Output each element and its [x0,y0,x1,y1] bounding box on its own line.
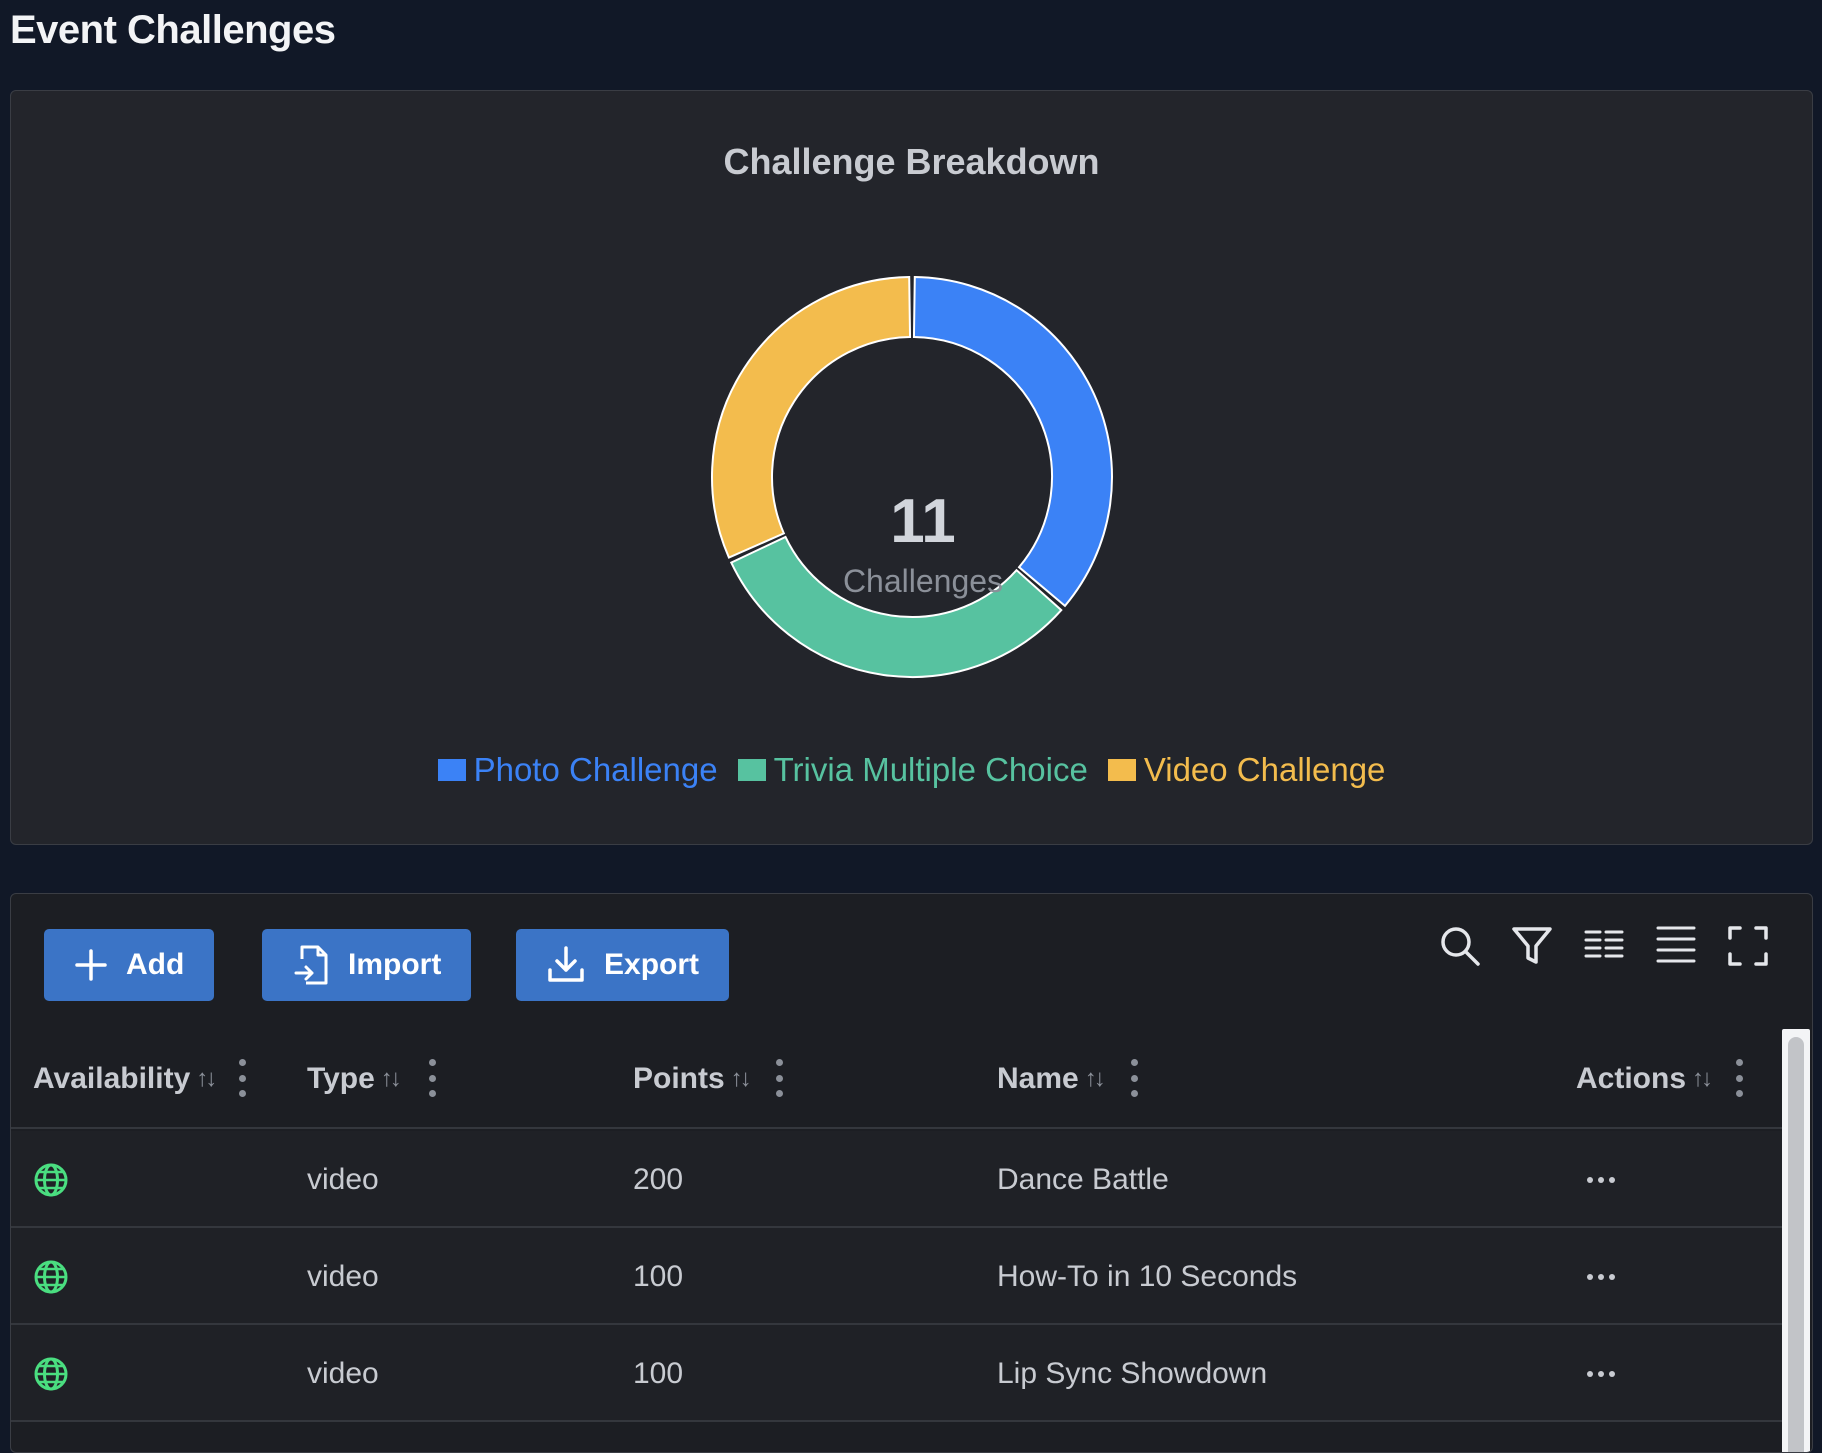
legend-swatch-video [1107,759,1136,781]
sort-icon[interactable]: ↑↓ [730,1065,752,1092]
legend-item-video[interactable]: Video Challenge [1107,751,1386,789]
donut-slice-video-challenge[interactable] [711,276,912,559]
table-row[interactable]: video 100 How-To in 10 Seconds [11,1228,1786,1325]
filter-icon[interactable] [1510,924,1554,968]
legend-item-trivia[interactable]: Trivia Multiple Choice [737,751,1088,789]
column-header-type[interactable]: Type ↑↓ [307,1029,402,1129]
import-button-label: Import [348,948,442,981]
row-actions-button[interactable] [1586,1131,1616,1228]
sort-icon[interactable]: ↑↓ [1084,1065,1106,1092]
sort-icon[interactable]: ↑↓ [196,1065,217,1092]
import-file-icon [294,945,328,985]
legend-item-photo[interactable]: Photo Challenge [437,751,718,789]
column-label-actions: Actions [1576,1062,1687,1095]
table-row[interactable]: video 200 Dance Battle [11,1131,1786,1228]
type-cell: video [307,1356,379,1390]
chart-title: Challenge Breakdown [723,141,1100,182]
name-cell: Lip Sync Showdown [997,1356,1268,1390]
table-row[interactable]: video 100 Lip Sync Showdown [11,1325,1786,1422]
download-icon [548,946,584,982]
table-scrollbar[interactable] [1782,1029,1810,1452]
legend-label-photo: Photo Challenge [473,751,718,788]
column-header-availability[interactable]: Availability ↑↓ [33,1029,217,1129]
export-button-label: Export [604,948,700,981]
globe-icon [34,1357,68,1390]
chart-legend: Photo Challenge Trivia Multiple Choice V… [11,751,1812,789]
row-actions-button[interactable] [1586,1228,1616,1325]
page-title: Event Challenges [10,8,336,52]
globe-icon [34,1260,68,1293]
globe-icon [34,1163,68,1196]
points-cell: 100 [633,1259,684,1293]
import-button[interactable]: Import [262,929,472,1001]
sort-icon[interactable]: ↑↓ [1692,1065,1713,1092]
name-cell: Dance Battle [997,1162,1169,1196]
table-card: Add Import Export [10,893,1813,1453]
donut-slice-photo-challenge[interactable] [912,276,1113,608]
column-menu-icon[interactable] [1129,1059,1139,1097]
table-body: video 200 Dance Battle video 100 How-To … [11,1131,1786,1422]
sort-icon[interactable]: ↑↓ [380,1065,402,1092]
row-actions-button[interactable] [1586,1325,1616,1422]
column-header-name[interactable]: Name ↑↓ [997,1029,1106,1129]
fullscreen-icon[interactable] [1726,924,1770,968]
column-header-points[interactable]: Points ↑↓ [633,1029,752,1129]
column-menu-icon[interactable] [1734,1059,1744,1097]
plus-icon [75,949,107,981]
donut-chart: 11 Challenges [11,91,1814,846]
density-icon[interactable] [1582,924,1626,968]
table-header: Availability ↑↓ Type ↑↓ Points ↑↓ Name ↑… [11,1029,1786,1129]
type-cell: video [307,1162,379,1196]
scrollbar-thumb[interactable] [1788,1037,1804,1452]
name-cell: How-To in 10 Seconds [997,1259,1298,1293]
points-cell: 100 [633,1356,684,1390]
more-horizontal-icon [1587,1176,1615,1183]
points-cell: 200 [633,1162,684,1196]
rows-icon[interactable] [1654,924,1698,968]
column-menu-icon[interactable] [427,1059,437,1097]
legend-swatch-trivia [737,759,766,781]
add-button-label: Add [126,948,185,981]
donut-slice-trivia-multiple-choice[interactable] [729,535,1063,678]
column-label-type: Type [307,1062,375,1095]
column-header-actions[interactable]: Actions ↑↓ [1576,1029,1713,1129]
column-menu-icon[interactable] [774,1059,784,1097]
legend-swatch-photo [437,759,466,781]
legend-label-video: Video Challenge [1143,751,1386,788]
type-cell: video [307,1259,379,1293]
search-icon[interactable] [1438,924,1482,968]
legend-label-trivia: Trivia Multiple Choice [773,751,1088,788]
column-label-name: Name [997,1062,1079,1095]
more-horizontal-icon [1587,1273,1615,1280]
table-tool-icons [1438,924,1770,968]
availability-cell [33,1131,69,1228]
availability-cell [33,1325,69,1422]
add-button[interactable]: Add [44,929,215,1001]
column-menu-icon[interactable] [237,1059,247,1097]
column-label-points: Points [633,1062,725,1095]
chart-card: Challenge Breakdown 11 Challenges Photo … [10,90,1813,845]
donut-chart-svg [711,276,1113,678]
more-horizontal-icon [1587,1370,1615,1377]
availability-cell [33,1228,69,1325]
column-label-availability: Availability [33,1062,191,1095]
export-button[interactable]: Export [516,929,730,1001]
